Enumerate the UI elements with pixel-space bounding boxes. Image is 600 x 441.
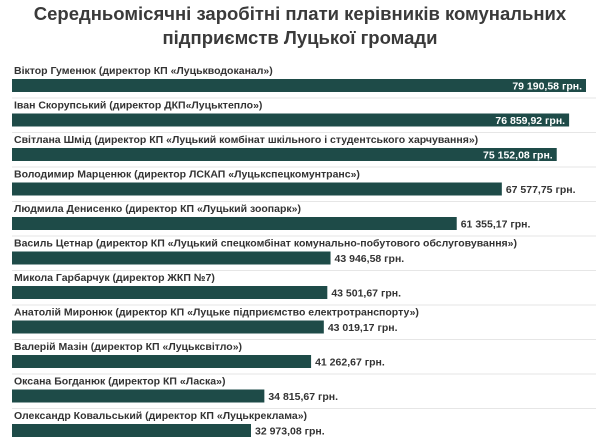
category-label: Віктор Гуменюк (директор КП «Луцькводока… xyxy=(14,65,273,77)
value-label: 34 815,67 грн. xyxy=(268,391,338,403)
value-label: 43 946,58 грн. xyxy=(335,253,405,265)
value-label: 43 019,17 грн. xyxy=(328,322,398,334)
value-label: 43 501,67 грн. xyxy=(331,287,401,299)
bar xyxy=(12,286,328,299)
value-label: 75 152,08 грн. xyxy=(483,149,553,161)
bar xyxy=(12,251,331,265)
category-label: Василь Цетнар (директор КП «Луцький спец… xyxy=(14,237,517,249)
category-label: Іван Скорупський (директор ДКП«Луцьктепл… xyxy=(14,99,262,111)
bar xyxy=(12,389,265,403)
category-label: Оксана Богданюк (директор КП «Ласка») xyxy=(14,375,225,387)
value-label: 79 190,58 грн. xyxy=(512,80,582,92)
category-label: Микола Гарбарчук (директор ЖКП №7) xyxy=(14,272,215,284)
bar xyxy=(12,113,570,127)
category-label: Олександр Ковальський (директор КП «Луць… xyxy=(14,410,307,422)
bar xyxy=(12,320,324,334)
chart-title: Середньомісячні заробітні плати керівник… xyxy=(33,3,567,48)
category-label: Анатолій Миронюк (директор КП «Луцьке пі… xyxy=(14,306,419,318)
category-label: Людмила Денисенко (директор КП «Луцький … xyxy=(14,203,301,215)
category-label: Володимир Марценюк (директор ЛСКАП «Луць… xyxy=(14,168,360,180)
bar xyxy=(12,148,557,161)
bar xyxy=(12,217,457,230)
title-box: Середньомісячні заробітні плати керівник… xyxy=(0,2,600,50)
bar xyxy=(12,182,502,196)
value-label: 76 859,92 грн. xyxy=(495,115,565,127)
category-label: Світлана Шмід (директор КП «Луцький комб… xyxy=(14,134,478,146)
bar xyxy=(12,424,251,437)
value-label: 41 262,67 грн. xyxy=(315,356,385,368)
bar xyxy=(12,79,586,92)
value-label: 61 355,17 грн. xyxy=(461,218,531,230)
bar xyxy=(12,355,312,368)
value-label: 32 973,08 грн. xyxy=(255,425,325,437)
value-label: 67 577,75 грн. xyxy=(506,184,576,196)
category-label: Валерій Мазін (директор КП «Луцьксвітло»… xyxy=(14,341,242,353)
